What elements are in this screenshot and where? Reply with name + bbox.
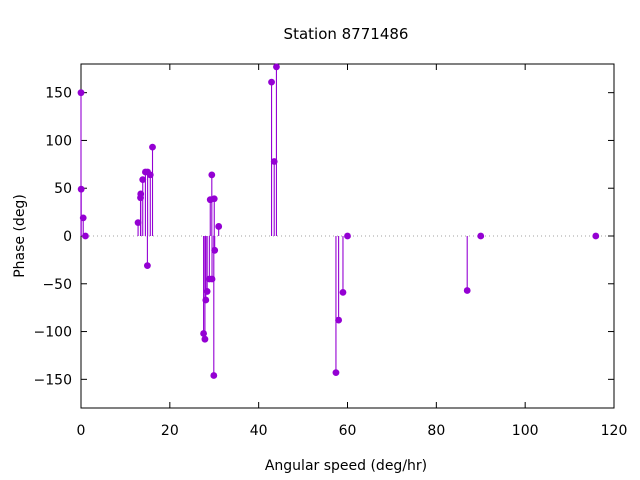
data-point	[82, 232, 89, 240]
y-tick-label: 100	[45, 133, 72, 149]
x-tick-label: 60	[339, 423, 357, 439]
x-tick-label: 100	[512, 423, 539, 439]
data-point	[208, 171, 216, 179]
data-point	[463, 287, 471, 294]
x-tick-label: 0	[77, 423, 86, 439]
y-tick-label: −150	[34, 372, 72, 388]
data-point	[202, 296, 210, 304]
data-point	[208, 275, 216, 283]
x-tick-label: 120	[601, 423, 628, 439]
data-point	[215, 223, 223, 230]
data-point	[139, 176, 147, 184]
data-point	[339, 288, 347, 296]
data-point	[211, 246, 219, 254]
data-point	[149, 143, 156, 151]
x-tick-label: 20	[161, 423, 179, 439]
y-tick-label: 150	[45, 86, 72, 102]
x-tick-label: 40	[250, 423, 268, 439]
y-tick-label: 50	[54, 181, 72, 197]
y-tick-label: −50	[42, 277, 72, 293]
chart-title: Station 8771486	[284, 25, 409, 43]
data-point	[210, 372, 218, 379]
data-points	[77, 63, 600, 379]
data-point	[268, 78, 275, 86]
impulse-lines	[80, 66, 468, 376]
data-point	[200, 330, 207, 337]
data-point	[144, 262, 151, 270]
data-point	[270, 158, 278, 165]
data-point	[203, 288, 211, 295]
data-point	[273, 63, 280, 71]
data-point	[134, 219, 142, 227]
data-point	[344, 232, 351, 240]
data-point	[335, 316, 343, 324]
data-point	[77, 89, 85, 97]
data-point	[137, 190, 145, 198]
y-axis-label: Phase (deg)	[12, 194, 28, 278]
data-point	[77, 185, 85, 193]
y-tick-label: 0	[63, 229, 72, 245]
data-point	[201, 335, 209, 343]
axis-ticks: 0 20 40 60 80 100 120 −150 −100 −50 0 50 100 150	[34, 64, 628, 439]
y-tick-label: −100	[34, 325, 72, 341]
data-point	[592, 232, 600, 240]
data-point	[79, 214, 87, 222]
data-point	[332, 369, 340, 377]
data-point	[210, 195, 218, 203]
x-tick-label: 80	[427, 423, 445, 439]
data-point	[477, 232, 485, 240]
data-point	[146, 171, 154, 179]
x-axis-label: Angular speed (deg/hr)	[265, 458, 427, 474]
